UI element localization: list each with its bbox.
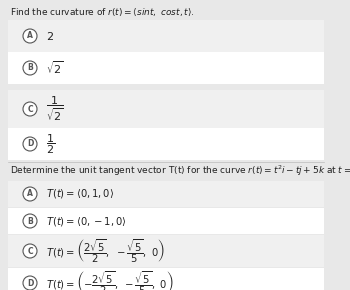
FancyBboxPatch shape: [8, 128, 324, 160]
Text: $T(t) = \langle 0, -1, 0\rangle$: $T(t) = \langle 0, -1, 0\rangle$: [46, 215, 127, 227]
Text: Find the curvature of $r(t) = \langle sint,\ cost, t\rangle$.: Find the curvature of $r(t) = \langle si…: [10, 7, 195, 18]
Text: B: B: [27, 64, 33, 72]
Text: B: B: [27, 217, 33, 226]
Text: D: D: [27, 139, 33, 148]
Text: $T(t) = \left(\dfrac{2\sqrt{5}}{2},\ -\dfrac{\sqrt{5}}{5},\ 0\right)$: $T(t) = \left(\dfrac{2\sqrt{5}}{2},\ -\d…: [46, 237, 165, 265]
Text: $T(t) = \left(-\dfrac{2\sqrt{5}}{2},\ -\dfrac{\sqrt{5}}{5},\ 0\right)$: $T(t) = \left(-\dfrac{2\sqrt{5}}{2},\ -\…: [46, 269, 174, 290]
FancyBboxPatch shape: [8, 181, 324, 207]
Circle shape: [23, 29, 37, 43]
Text: $\dfrac{1}{\sqrt{2}}$: $\dfrac{1}{\sqrt{2}}$: [46, 95, 64, 123]
Text: A: A: [27, 32, 33, 41]
Circle shape: [23, 244, 37, 258]
Text: $2$: $2$: [46, 30, 54, 42]
Text: C: C: [27, 104, 33, 113]
Circle shape: [23, 214, 37, 228]
Text: D: D: [27, 278, 33, 287]
Text: $\sqrt{2}$: $\sqrt{2}$: [46, 60, 64, 76]
Circle shape: [23, 102, 37, 116]
Circle shape: [23, 276, 37, 290]
FancyBboxPatch shape: [8, 235, 324, 267]
FancyBboxPatch shape: [8, 208, 324, 234]
Text: Determine the unit tangent vector T(t) for the curve $r(t) = t^{2}i - tj + 5k$ a: Determine the unit tangent vector T(t) f…: [10, 164, 350, 178]
FancyBboxPatch shape: [8, 20, 324, 52]
Text: $T(t) = \langle 0, 1, 0\rangle$: $T(t) = \langle 0, 1, 0\rangle$: [46, 188, 114, 200]
Circle shape: [23, 187, 37, 201]
Text: C: C: [27, 246, 33, 255]
FancyBboxPatch shape: [8, 268, 324, 290]
Text: $\dfrac{1}{2}$: $\dfrac{1}{2}$: [46, 132, 55, 156]
Circle shape: [23, 61, 37, 75]
FancyBboxPatch shape: [8, 52, 324, 84]
FancyBboxPatch shape: [8, 90, 324, 128]
Circle shape: [23, 137, 37, 151]
Text: A: A: [27, 189, 33, 198]
